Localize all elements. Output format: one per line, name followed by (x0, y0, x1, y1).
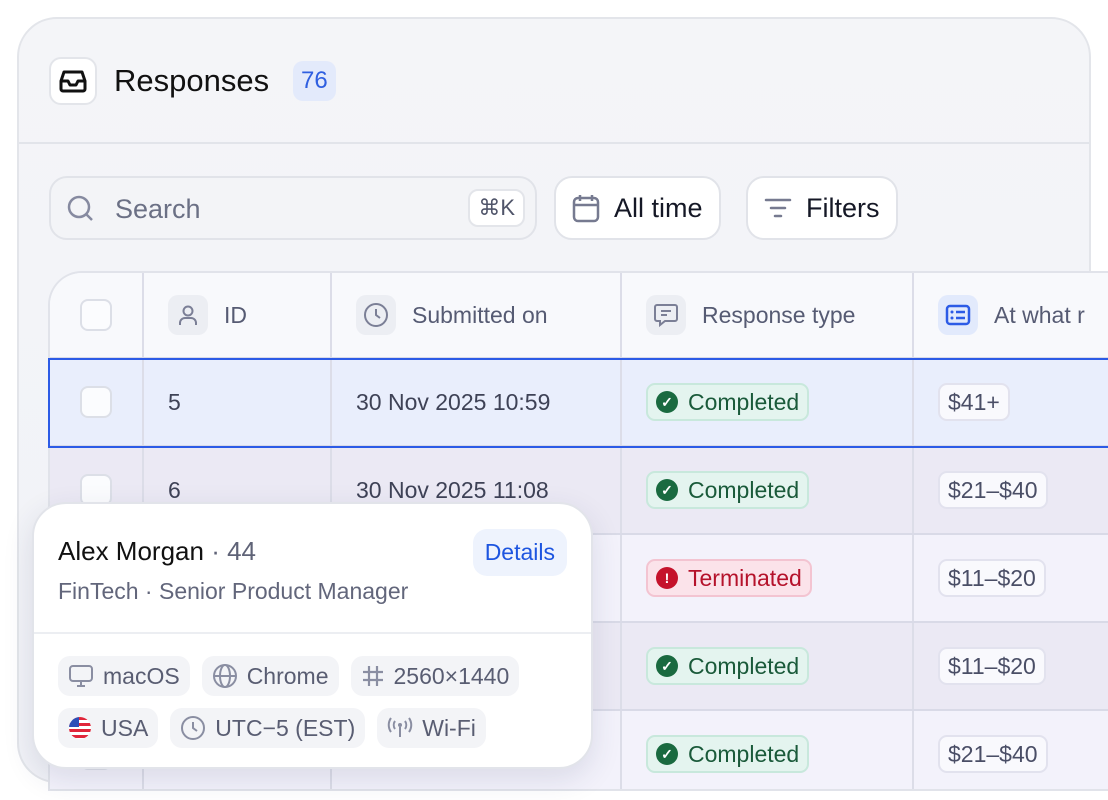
details-button[interactable]: Details (472, 529, 567, 576)
check-circle-icon: ✓ (656, 391, 678, 413)
search-icon (67, 195, 93, 221)
alert-circle-icon: ! (656, 567, 678, 589)
inbox-icon (49, 57, 97, 105)
price-badge: $11–$20 (938, 647, 1046, 685)
chip-label: Chrome (246, 662, 329, 689)
chip-label: macOS (103, 662, 180, 689)
search-placeholder: Search (115, 194, 201, 224)
status-label: Terminated (688, 564, 802, 591)
monitor-icon (68, 664, 94, 688)
row-id: 6 (168, 476, 181, 503)
clock-icon (356, 295, 396, 335)
select-all-checkbox[interactable] (80, 299, 112, 331)
user-icon (168, 295, 208, 335)
check-circle-icon: ✓ (656, 655, 678, 677)
check-circle-icon: ✓ (656, 479, 678, 501)
status-badge: ✓ Completed (646, 383, 810, 421)
respondent-age: · 44 (211, 536, 257, 566)
status-badge: ✓ Completed (646, 647, 810, 685)
chip-label: Wi-Fi (422, 714, 476, 741)
column-price[interactable]: At what r (994, 301, 1085, 328)
table-row[interactable]: 5 30 Nov 2025 10:59 ✓ Completed $41+ (50, 359, 1108, 447)
price-badge: $21–$40 (938, 735, 1048, 773)
list-card-icon (938, 295, 978, 335)
globe-icon (212, 663, 238, 689)
page-title: Responses (114, 63, 270, 98)
price-badge: $21–$40 (938, 471, 1048, 509)
status-label: Completed (688, 740, 800, 767)
row-checkbox[interactable] (80, 386, 112, 418)
meta-chip: macOS (58, 656, 190, 696)
status-label: Completed (688, 476, 800, 503)
hash-icon (361, 664, 385, 688)
meta-chip: UTC−5 (EST) (170, 708, 366, 748)
meta-chip: USA (58, 708, 159, 748)
clock-icon (180, 715, 206, 741)
shortcut-hint: ⌘K (468, 189, 525, 227)
column-submitted-on[interactable]: Submitted on (412, 301, 548, 328)
table-header: ID Submitted on Response type At what r (50, 273, 1108, 359)
chip-label: UTC−5 (EST) (215, 714, 356, 741)
chip-label: USA (101, 714, 149, 741)
status-badge: ! Terminated (646, 559, 812, 597)
price-badge: $11–$20 (938, 559, 1046, 597)
status-badge: ✓ Completed (646, 735, 810, 773)
filters-button[interactable]: Filters (746, 176, 898, 240)
row-submitted-on: 30 Nov 2025 11:08 (356, 476, 549, 503)
check-circle-icon: ✓ (656, 743, 678, 765)
filters-label: Filters (806, 192, 880, 223)
name-text: Alex Morgan (58, 536, 204, 566)
status-label: Completed (688, 652, 800, 679)
meta-chip: 2560×1440 (350, 656, 520, 696)
row-submitted-on: 30 Nov 2025 10:59 (356, 388, 551, 415)
respondent-popover: Alex Morgan · 44 FinTech · Senior Produc… (32, 502, 593, 769)
status-label: Completed (688, 388, 800, 415)
wifi-signal-icon (387, 716, 413, 740)
row-id: 5 (168, 388, 181, 415)
count-badge: 76 (293, 61, 336, 101)
respondent-name: Alex Morgan · 44 (58, 536, 256, 567)
divider (34, 632, 591, 634)
chip-label: 2560×1440 (393, 662, 510, 689)
calendar-icon (572, 195, 600, 223)
us-flag-icon (68, 716, 92, 740)
price-badge: $41+ (938, 383, 1010, 421)
filter-icon (764, 198, 792, 218)
meta-chip: Wi-Fi (377, 708, 486, 748)
respondent-meta: macOS Chrome 2560×1440 USA UTC−5 (EST) Wi-Fi (58, 656, 578, 748)
column-response-type[interactable]: Response type (702, 301, 856, 328)
search-input[interactable]: Search ⌘K (49, 176, 537, 240)
respondent-role: FinTech · Senior Product Manager (58, 578, 409, 604)
message-icon (646, 295, 686, 335)
header: Responses 76 (19, 19, 1089, 144)
date-filter-button[interactable]: All time (554, 176, 721, 240)
column-id[interactable]: ID (224, 301, 247, 328)
date-filter-label: All time (614, 192, 703, 223)
meta-chip: Chrome (201, 656, 339, 696)
status-badge: ✓ Completed (646, 471, 810, 509)
